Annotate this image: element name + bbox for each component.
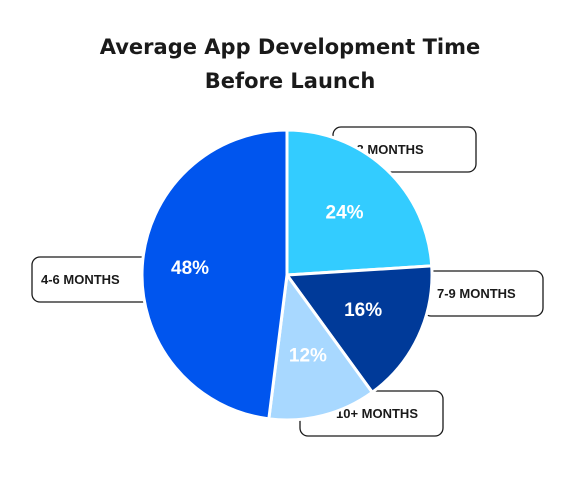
slice-label-10-plus-months: 10+ MONTHS xyxy=(336,406,418,421)
chart-title-line-1: Average App Development Time xyxy=(99,35,481,59)
pie-slice-10-plus-months xyxy=(267,271,375,422)
slice-label-7-9-months: 7-9 MONTHS xyxy=(437,286,516,301)
slice-label-4-6-months: 4-6 MONTHS xyxy=(41,272,120,287)
pie-slice-1-3-months xyxy=(285,128,434,277)
slice-percent-1-3-months: 24% xyxy=(326,203,364,224)
slice-percent-7-9-months: 16% xyxy=(344,300,382,321)
pie-slice-7-9-months xyxy=(284,264,434,395)
slice-percent-10-plus-months: 12% xyxy=(289,345,327,366)
chart-title-line-2: Before Launch xyxy=(204,69,376,93)
callout-7-9-months: 7-9 MONTHS xyxy=(422,270,544,317)
slice-percent-4-6-months: 48% xyxy=(171,258,209,279)
pie-slice-4-6-months xyxy=(140,128,289,421)
callout-4-6-months: 4-6 MONTHS xyxy=(31,256,155,303)
chart-title: Average App Development Time Before Laun… xyxy=(0,30,580,98)
